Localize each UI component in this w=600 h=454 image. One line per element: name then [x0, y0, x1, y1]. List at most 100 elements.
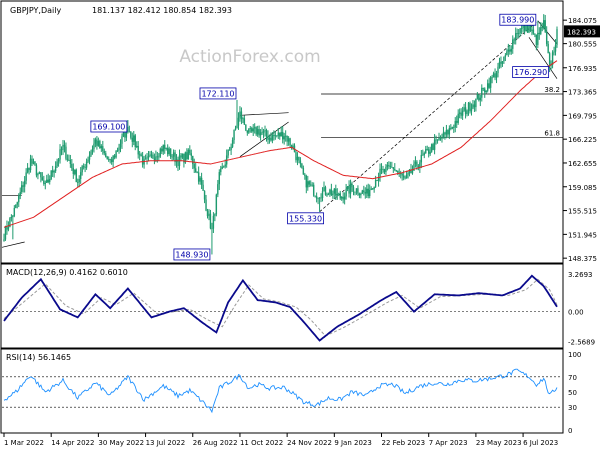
- macd-tick-label: 3.2693: [568, 271, 593, 279]
- candle-body: [339, 193, 341, 199]
- candle-body: [541, 27, 543, 29]
- candle-body: [438, 137, 440, 141]
- macd-line: [3, 274, 558, 342]
- candle-body: [18, 196, 20, 203]
- candle-body: [287, 138, 290, 142]
- candle-body: [248, 128, 250, 133]
- candle-body: [165, 147, 167, 149]
- candle-body: [312, 184, 315, 196]
- candle-body: [284, 135, 287, 137]
- candle-body: [394, 168, 396, 170]
- candle-body: [489, 77, 492, 88]
- candle-body: [358, 193, 361, 196]
- candle-body: [209, 213, 212, 229]
- candle-body: [451, 127, 453, 129]
- candle-body: [122, 132, 125, 137]
- price-label-box: [287, 212, 324, 225]
- price-label: 172.110: [201, 89, 234, 98]
- candle-body: [538, 32, 541, 34]
- moving-average-line: [3, 60, 558, 228]
- candle-body: [520, 28, 523, 29]
- candle-body: [537, 32, 539, 45]
- candle-body: [41, 177, 44, 181]
- candle-body: [65, 146, 67, 159]
- candle-body: [13, 207, 16, 216]
- candle-body: [144, 158, 147, 160]
- candle-body: [150, 154, 153, 156]
- candle-body: [523, 25, 526, 32]
- candle-body: [444, 132, 446, 135]
- candle-body: [435, 139, 437, 141]
- candle-body: [414, 161, 417, 164]
- candle-body: [314, 195, 316, 197]
- candle-body: [121, 136, 123, 144]
- candle-body: [90, 151, 92, 156]
- candle-body: [389, 166, 392, 167]
- fib-label: 38.2: [544, 86, 560, 94]
- candle-body: [464, 107, 467, 115]
- candle-body: [66, 158, 69, 160]
- candle-body: [109, 159, 111, 161]
- candle-body: [364, 192, 366, 194]
- candle-body: [348, 186, 350, 194]
- candle-body: [220, 168, 222, 173]
- x-tick-label: 13 Jul 2022: [146, 439, 186, 447]
- candle-body: [141, 156, 144, 165]
- candle-body: [171, 156, 173, 158]
- price-tick-label: 180.555: [568, 41, 597, 49]
- candle-body: [308, 181, 310, 185]
- candle-body: [124, 132, 126, 138]
- candle-body: [355, 188, 358, 192]
- candle-body: [9, 218, 11, 228]
- candle-body: [332, 193, 334, 196]
- candle-body: [40, 172, 42, 178]
- candle-body: [509, 49, 511, 52]
- candle-body: [349, 184, 352, 194]
- candle-body: [12, 215, 14, 217]
- candle-body: [280, 131, 282, 137]
- candle-body: [93, 143, 95, 150]
- candle-body: [138, 154, 141, 156]
- candle-body: [127, 126, 129, 132]
- candle-body: [329, 189, 331, 194]
- candle-body: [184, 152, 187, 163]
- candle-body: [448, 128, 451, 135]
- candle-body: [115, 150, 117, 158]
- candle-body: [112, 155, 114, 163]
- rsi-panel-frame: [0, 348, 564, 434]
- candle-body: [181, 153, 184, 158]
- price-tick-label: 173.365: [568, 89, 597, 97]
- candle-body: [186, 152, 188, 159]
- candle-body: [34, 161, 36, 166]
- candle-body: [425, 149, 427, 154]
- rsi-axis: 100 70 50 30 0: [568, 351, 581, 435]
- candle-body: [310, 184, 312, 186]
- symbol-label: GBPJPY,Daily: [10, 6, 61, 15]
- candle-body: [239, 111, 241, 118]
- candle-body: [486, 83, 489, 91]
- candle-body: [321, 191, 324, 198]
- candle-body: [192, 155, 194, 165]
- price-label: 183.990: [501, 16, 534, 25]
- candle-body: [522, 25, 524, 29]
- candle-body: [113, 155, 116, 158]
- candle-body: [20, 185, 23, 192]
- candle-body: [164, 144, 166, 149]
- rsi-tick-label: 0: [568, 427, 572, 435]
- candle-body: [343, 196, 346, 200]
- candle-body: [196, 172, 198, 174]
- candle-body: [206, 210, 209, 217]
- candle-body: [545, 32, 548, 44]
- candle-body: [236, 125, 238, 129]
- candle-body: [172, 152, 175, 157]
- candle-body: [495, 73, 498, 78]
- price-label-box: [499, 13, 537, 26]
- candle-body: [174, 152, 176, 163]
- candle-body: [416, 161, 418, 167]
- candle-body: [292, 145, 294, 148]
- candle-body: [6, 226, 8, 230]
- candle-body: [79, 172, 82, 179]
- price-label: 176.290: [514, 68, 547, 77]
- candle-body: [419, 162, 421, 168]
- candle-body: [26, 167, 29, 173]
